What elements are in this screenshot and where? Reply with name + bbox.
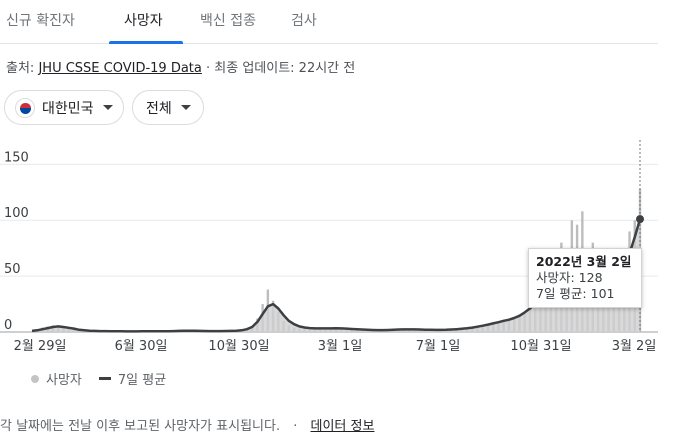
y-tick-label: 0 [4, 318, 12, 333]
region-select-value: 전체 [146, 100, 172, 117]
deaths-chart[interactable]: 0 50 100 150 2월 29일 6월 30일 10월 30일 3월 1일 7월 1일 1… [0, 130, 692, 360]
x-tick-label: 7월 1일 [416, 339, 461, 354]
dropdown-caret-icon [102, 105, 113, 110]
tooltip-date: 2022년 3월 2일 [536, 254, 632, 269]
chart-tooltip: 2022년 3월 2일 사망자: 128 7일 평균: 101 [528, 248, 642, 308]
dropdown-caret-icon [180, 105, 191, 110]
x-tick-label: 6월 30일 [115, 339, 168, 354]
legend-line-label: 7일 평균 [117, 373, 167, 388]
region-select[interactable]: 전체 [132, 90, 204, 125]
tab-vaccination[interactable]: 백신 접종 [200, 13, 256, 29]
y-tick-label: 150 [4, 150, 29, 165]
tooltip-deaths: 사망자: 128 [536, 270, 603, 285]
y-tick-label: 100 [4, 206, 29, 221]
legend-bars-label: 사망자 [46, 373, 82, 388]
korea-flag-icon [15, 97, 35, 118]
tab-tests[interactable]: 검사 [291, 13, 317, 29]
average-area [32, 219, 640, 332]
bar-legend-dot-icon [31, 374, 39, 383]
footer-note: 각 날짜에는 전날 이후 보고된 사망자가 표시됩니다. · 데이터 정보 [0, 415, 374, 434]
active-tab-indicator [109, 41, 183, 44]
tab-deaths[interactable]: 사망자 [124, 13, 163, 29]
source-prefix: 출처: [6, 61, 35, 76]
source-link[interactable]: JHU CSSE COVID-19 Data [38, 61, 202, 76]
x-tick-label: 2월 29일 [14, 339, 67, 354]
x-tick-label: 3월 2일 [612, 339, 657, 354]
country-select[interactable]: 대한민국 [4, 90, 124, 125]
x-tick-label: 10월 31일 [510, 339, 571, 354]
chart-legend: 사망자 7일 평균 [31, 369, 166, 388]
y-tick-label: 50 [4, 262, 21, 277]
last-updated: · 최종 업데이트: 22시간 전 [206, 61, 356, 76]
country-select-value: 대한민국 [42, 100, 94, 117]
source-line: 출처: JHU CSSE COVID-19 Data · 최종 업데이트: 22… [6, 57, 355, 76]
data-info-link[interactable]: 데이터 정보 [310, 419, 375, 434]
tooltip-average: 7일 평균: 101 [536, 286, 615, 301]
x-tick-label: 3월 1일 [318, 339, 363, 354]
tab-new-cases[interactable]: 신규 확진자 [6, 13, 75, 29]
tab-bar: 신규 확진자 사망자 백신 접종 검사 [0, 0, 658, 44]
x-tick-label: 10월 30일 [208, 339, 269, 354]
footer-separator: · [293, 419, 298, 434]
hover-point [636, 215, 644, 224]
footer-text: 각 날짜에는 전날 이후 보고된 사망자가 표시됩니다. [0, 419, 281, 434]
line-legend-dash-icon [98, 377, 111, 380]
